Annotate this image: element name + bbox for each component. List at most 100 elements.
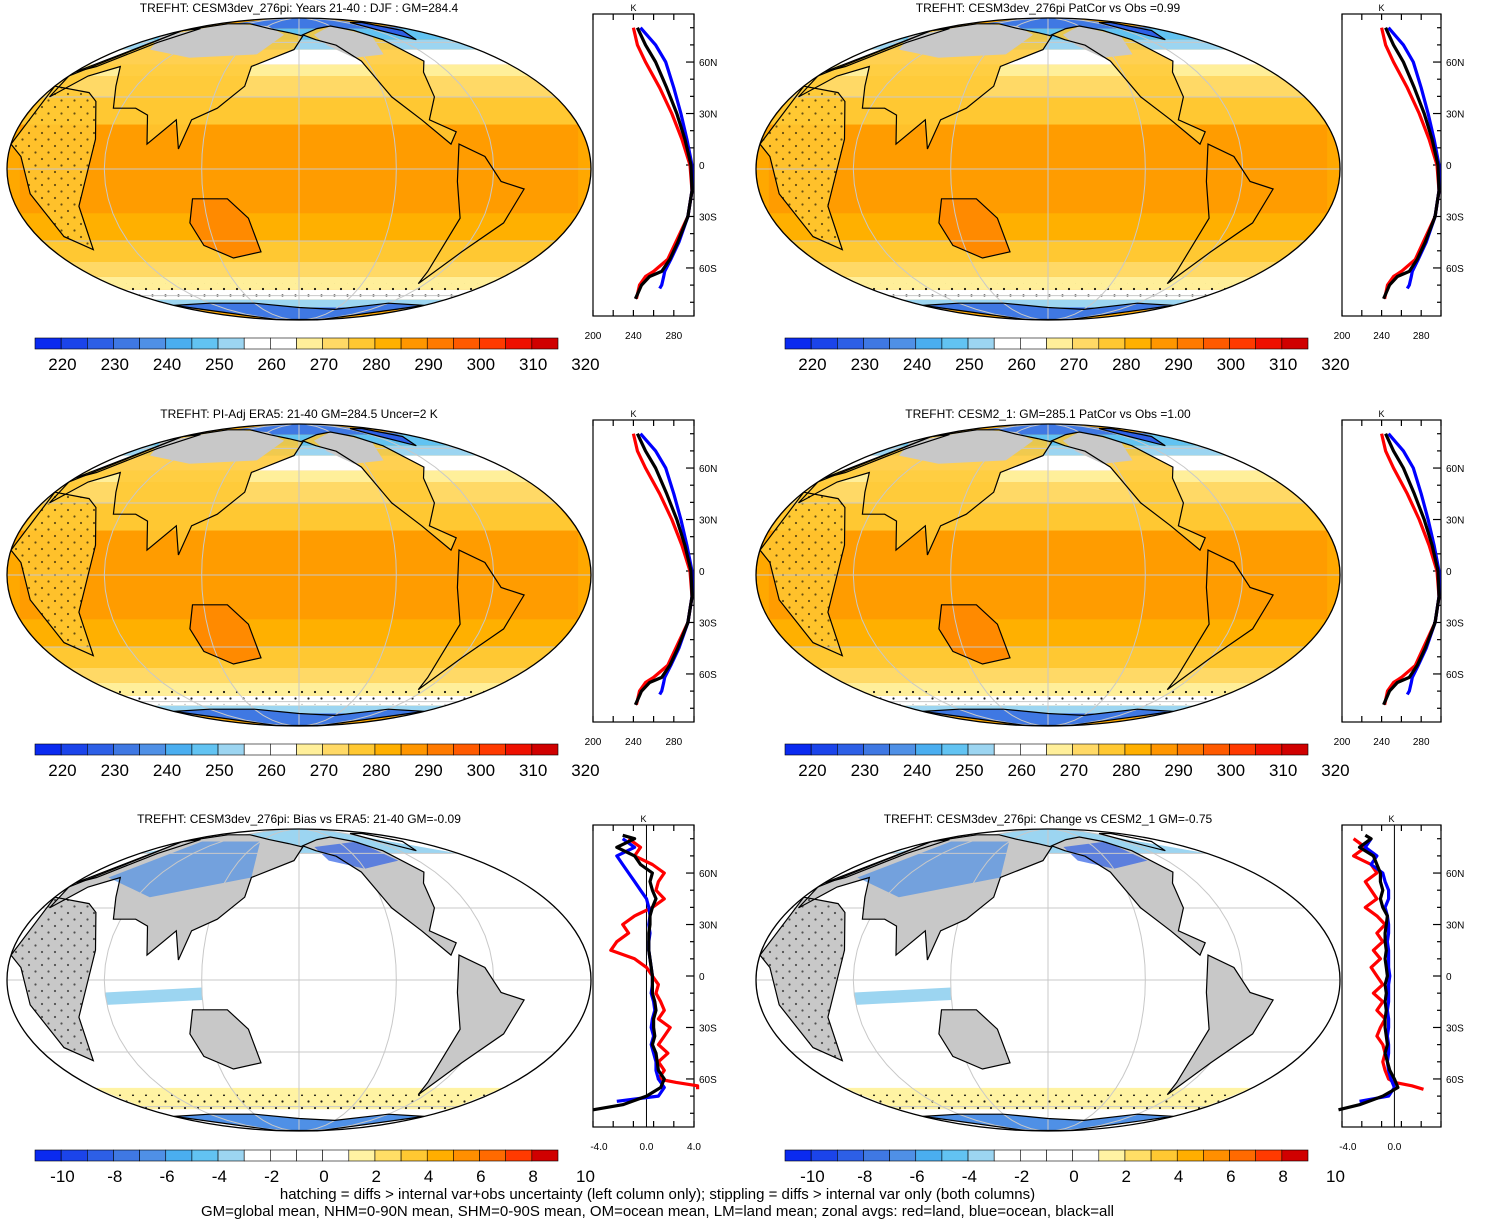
profile-lat-label: 0 (1446, 972, 1452, 983)
colorbar-tick-label: -4 (212, 1167, 227, 1186)
colorbar-box-4 (191, 1149, 219, 1162)
colorbar-box-4 (296, 1149, 323, 1162)
profile-line-land (1352, 837, 1424, 1091)
colorbar-tick-label: 300 (467, 761, 495, 780)
profile-x-tick: 240 (1373, 737, 1390, 748)
profile-line-land (631, 27, 694, 300)
colorbar-box-1 (1020, 337, 1047, 350)
graticule-p2 (756, 18, 1340, 320)
colorbar-box-4 (400, 1149, 428, 1162)
colorbar-box-5 (1098, 1149, 1126, 1162)
profile-line-ocean (1359, 837, 1396, 1103)
profile-x-tick: -4.0 (1339, 1142, 1357, 1153)
profile-lat-label: 30N (1446, 516, 1464, 527)
profile-lat-label: 60N (699, 58, 717, 69)
colorbar-box-0 (453, 337, 480, 350)
colorbar-box-3 (1255, 743, 1283, 756)
colorbar-box-0 (322, 337, 350, 350)
colorbar-box-0 (479, 337, 506, 350)
profile-lat-label: 30N (699, 921, 717, 932)
profile-x-tick: 200 (1334, 737, 1351, 748)
colorbar-box-0 (348, 337, 376, 350)
panel-p1: TREFHT: CESM3dev_276pi: Years 21-40 : DJ… (6, 1, 717, 374)
profile-lat-label: 60S (1446, 264, 1464, 275)
colorbar-box-3 (915, 743, 943, 756)
colorbar-box-1 (1124, 337, 1152, 350)
colorbar-tick-label: -8 (107, 1167, 122, 1186)
colorbar-tick-label: 310 (519, 355, 547, 374)
map-outline-p4 (755, 423, 1341, 727)
colorbar-tick-label: 6 (476, 1167, 485, 1186)
map-fill-p6 (756, 829, 1340, 1131)
coastlines-p1 (10, 21, 526, 320)
colorbar-box-5 (1124, 1149, 1152, 1162)
profile-lat-label: 60S (699, 670, 717, 681)
colorbar-box-3 (784, 743, 812, 756)
colorbar-box-2 (165, 743, 193, 756)
map-fill-p5 (7, 829, 591, 1131)
colorbar-box-3 (967, 743, 995, 756)
colorbar-tick-label: 250 (205, 355, 233, 374)
profile-lat-label: 60N (699, 869, 717, 880)
colorbar-box-5 (1176, 1149, 1204, 1162)
colorbar-box-4 (479, 1149, 506, 1162)
colorbar-box-3 (810, 743, 838, 756)
colorbar-tick-label: 320 (571, 761, 599, 780)
profile-lat-label: 60S (1446, 1075, 1464, 1086)
map-fill-p4 (756, 424, 1340, 726)
colorbar-box-2 (270, 743, 297, 756)
colorbar-box-0 (374, 337, 402, 350)
colorbar-box-5 (1255, 1149, 1283, 1162)
colorbar-box-0 (113, 337, 140, 350)
colorbar-box-3 (1176, 743, 1204, 756)
colorbar-box-5 (836, 1149, 864, 1162)
colorbar-tick-label: 310 (1269, 355, 1297, 374)
coastlines-p5 (10, 832, 526, 1131)
profile-x-tick: 0.0 (1387, 1142, 1401, 1153)
colorbar-box-5 (1020, 1149, 1047, 1162)
colorbar-box-3 (1203, 743, 1230, 756)
colorbar-box-0 (296, 337, 323, 350)
profile-line-land (1380, 27, 1441, 300)
panel-p5: TREFHT: CESM3dev_276pi: Bias vs ERA5: 21… (6, 812, 717, 1186)
colorbar-box-4 (139, 1149, 167, 1162)
colorbar-tick-label: 320 (1321, 761, 1349, 780)
colorbar-tick-label: 280 (1112, 761, 1140, 780)
colorbar-tick-label: 4 (424, 1167, 433, 1186)
colorbar-box-1 (1098, 337, 1126, 350)
colorbar-tick-label: -4 (962, 1167, 977, 1186)
profile-x-tick: 200 (1334, 331, 1351, 342)
colorbar-box-2 (426, 743, 454, 756)
colorbar-box-1 (1176, 337, 1204, 350)
profile-lat-label: 60N (1446, 869, 1464, 880)
profile-line-land (631, 433, 694, 706)
colorbar-box-5 (993, 1149, 1021, 1162)
colorbar-box-0 (191, 337, 219, 350)
colorbar-box-5 (784, 1149, 812, 1162)
colorbar-box-2 (374, 743, 402, 756)
profile-line-land (1380, 433, 1441, 706)
colorbar-box-1 (915, 337, 943, 350)
colorbar-tick-label: 4 (1174, 1167, 1183, 1186)
colorbar-box-1 (993, 337, 1021, 350)
colorbar-tick-label: 270 (1060, 761, 1088, 780)
colorbar-box-3 (1124, 743, 1152, 756)
map-fill-p2 (756, 18, 1340, 320)
colorbar-box-4 (531, 1149, 559, 1162)
colorbar-box-2 (479, 743, 506, 756)
colorbar-box-1 (1229, 337, 1257, 350)
colorbar-tick-label: 250 (205, 761, 233, 780)
profile-unit-label: K (630, 409, 636, 419)
colorbar-tick-label: 6 (1226, 1167, 1235, 1186)
colorbar-tick-label: 300 (467, 355, 495, 374)
profile-unit-label: K (640, 814, 646, 824)
profile-lat-label: 60S (1446, 670, 1464, 681)
profile-lat-label: 0 (1446, 567, 1452, 578)
colorbar-box-3 (1229, 743, 1257, 756)
coastlines-p3 (10, 427, 526, 726)
colorbar-box-1 (836, 337, 864, 350)
profile-lat-labels-4: 60N 30N 0 30S 60S (699, 869, 717, 1086)
profile-lat-label: 0 (699, 161, 705, 172)
colorbar-box-4 (270, 1149, 297, 1162)
profile-lat-labels-2: 60N 30N 0 30S 60S (699, 464, 717, 681)
